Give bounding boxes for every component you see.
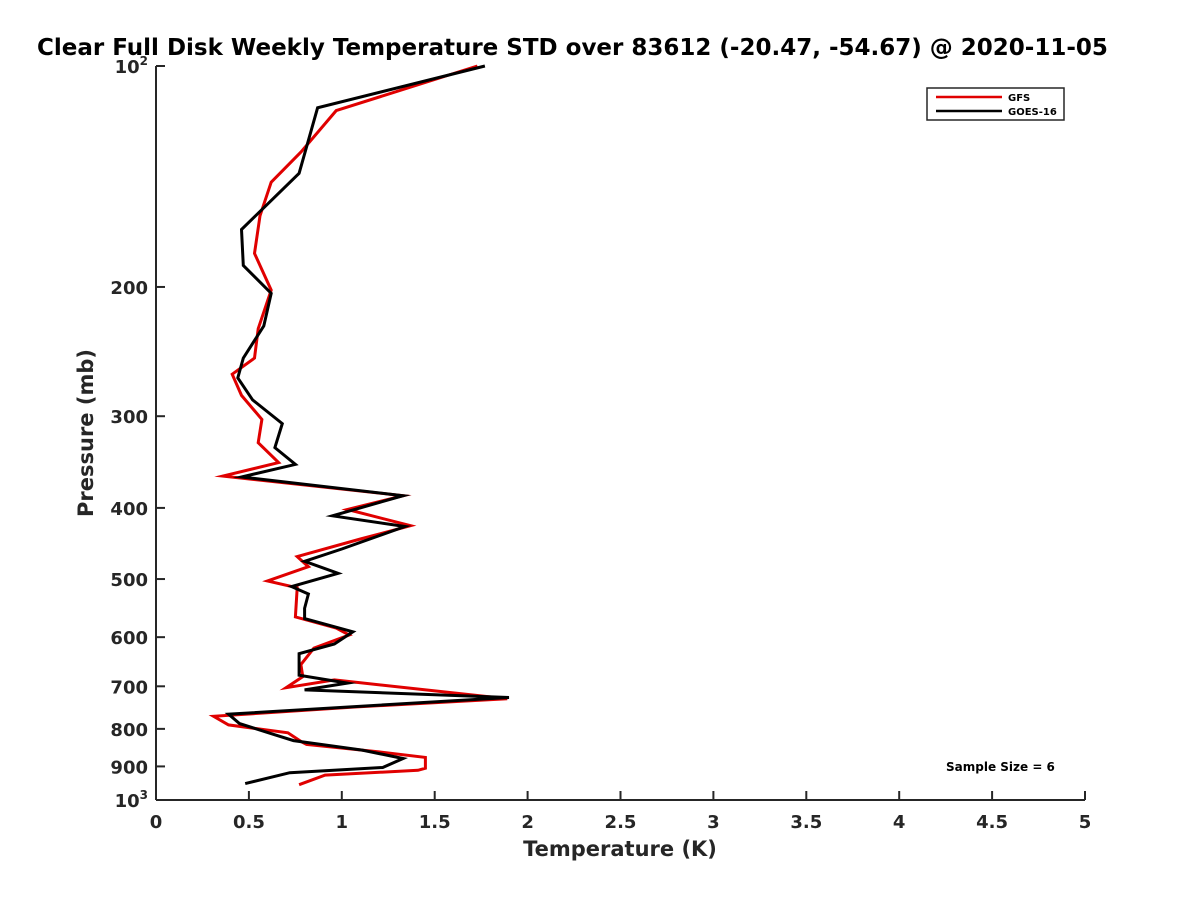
y-tick-label: 600 xyxy=(110,628,148,649)
y-tick-label: 300 xyxy=(110,407,148,428)
y-tick-label: 900 xyxy=(110,757,148,778)
x-axis-label: Temperature (K) xyxy=(523,837,717,861)
x-ticks: 0 0.5 1 1.5 2 2.5 3 3.5 4 4.5 5 xyxy=(150,791,1092,833)
x-tick-label: 1.5 xyxy=(419,812,451,833)
x-tick-label: 2.5 xyxy=(605,812,637,833)
y-ticks: 102 200 300 400 500 600 700 800 900 103 xyxy=(110,54,165,812)
y-tick-label: 400 xyxy=(110,499,148,520)
series-line-goes16 xyxy=(224,64,510,786)
legend-box xyxy=(926,87,1065,121)
y-axis-label: Pressure (mb) xyxy=(74,349,98,517)
legend-label-goes16: GOES-16 xyxy=(1008,107,1057,118)
x-tick-label: 2 xyxy=(521,812,534,833)
chart-title: Clear Full Disk Weekly Temperature STD o… xyxy=(37,35,1108,61)
legend-label-gfs: GFS xyxy=(1008,93,1030,104)
series-layer xyxy=(208,64,510,787)
x-tick-label: 1 xyxy=(336,812,349,833)
x-tick-label: 4.5 xyxy=(976,812,1008,833)
x-tick-label: 5 xyxy=(1079,812,1092,833)
legend: GFS GOES-16 xyxy=(926,87,1065,121)
x-tick-label: 3 xyxy=(707,812,720,833)
x-tick-label: 3.5 xyxy=(790,812,822,833)
y-tick-label: 102 xyxy=(115,54,148,78)
sample-size-annotation: Sample Size = 6 xyxy=(946,760,1055,774)
x-tick-label: 0 xyxy=(150,812,163,833)
y-tick-label: 800 xyxy=(110,720,148,741)
x-tick-label: 4 xyxy=(893,812,906,833)
y-tick-label: 200 xyxy=(110,278,148,299)
x-tick-label: 0.5 xyxy=(233,812,265,833)
y-tick-label: 700 xyxy=(110,677,148,698)
y-tick-label: 500 xyxy=(110,570,148,591)
y-tick-label: 103 xyxy=(115,788,148,812)
